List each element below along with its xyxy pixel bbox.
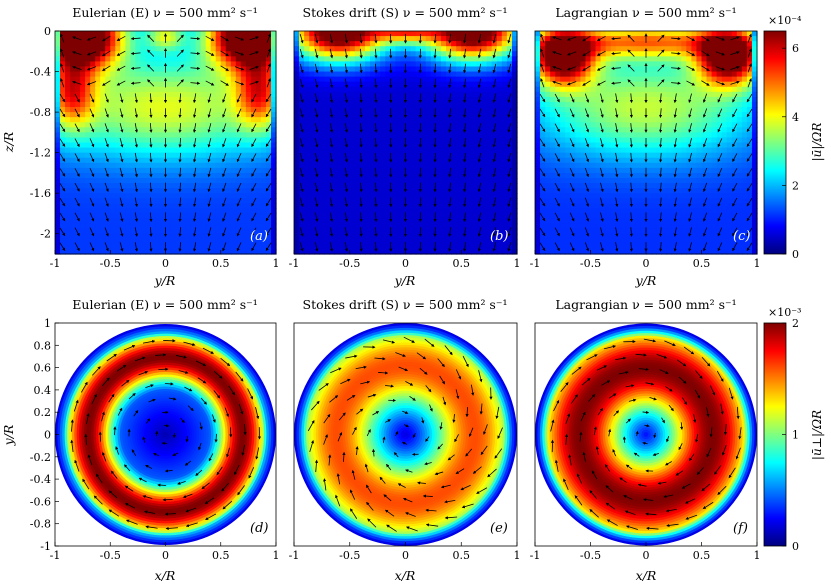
x-tick-label: 1 <box>514 549 521 562</box>
x-tick-label: 1 <box>754 257 761 270</box>
panel-e-title: Stokes drift (S) ν = 500 mm² s⁻¹ <box>303 297 508 312</box>
panel-c-arrows <box>539 33 753 252</box>
x-tick-label: -0.5 <box>100 257 121 270</box>
panel-d-ylabel: y/R <box>1 425 16 447</box>
panel-f-title: Lagrangian ν = 500 mm² s⁻¹ <box>555 297 736 312</box>
x-tick-label: 1 <box>273 549 280 562</box>
panel-a-title: Eulerian (E) ν = 500 mm² s⁻¹ <box>72 5 257 20</box>
y-tick-label: -0.2 <box>30 451 51 464</box>
panel-e-label: (e) <box>490 521 508 536</box>
panel-f-xlabel: x/R <box>636 568 657 583</box>
panel-b-heatmap <box>294 31 518 255</box>
colorbar-bottom-exponent: ×10⁻³ <box>768 306 801 319</box>
x-tick-label: -1 <box>50 549 61 562</box>
x-tick-label: -0.5 <box>339 257 360 270</box>
y-tick-label: 0 <box>44 25 51 38</box>
x-tick-label: -1 <box>289 257 300 270</box>
y-tick-label: 1 <box>44 317 51 330</box>
panel-e-heatmap <box>294 323 517 546</box>
x-tick-label: -0.5 <box>580 257 601 270</box>
panel-f-arrows <box>550 338 742 530</box>
x-tick-label: 1 <box>514 257 521 270</box>
panel-e-arrows <box>307 336 503 532</box>
y-tick-label: 0.6 <box>34 362 52 375</box>
panel-d-heatmap <box>55 324 276 545</box>
y-tick-label: -0.8 <box>30 518 51 531</box>
x-tick-label: 1 <box>754 549 761 562</box>
colorbar-top-bar <box>763 30 787 255</box>
panel-d: Eulerian (E) ν = 500 mm² s⁻¹ (d) x/R y/R <box>1 297 277 583</box>
colorbar-tick-label: 4 <box>792 111 799 124</box>
panel-e-xlabel: x/R <box>395 568 416 583</box>
panel-e: Stokes drift (S) ν = 500 mm² s⁻¹ (e) x/R <box>293 297 518 583</box>
colorbar-tick-label: 1 <box>792 429 799 442</box>
x-tick-label: -1 <box>289 549 300 562</box>
x-tick-label: 0 <box>402 257 409 270</box>
y-tick-label: -1.6 <box>30 187 51 200</box>
colorbar-top-label: |ū|/ΩR <box>810 123 824 162</box>
x-tick-label: 0 <box>643 257 650 270</box>
panel-b-label: (b) <box>490 229 508 244</box>
x-tick-label: 0.5 <box>453 549 471 562</box>
y-tick-label: -0.4 <box>30 473 51 486</box>
x-tick-label: 1 <box>273 257 280 270</box>
panel-b-xlabel: y/R <box>394 273 416 288</box>
colorbar-tick-label: 6 <box>792 42 799 55</box>
colorbar-tick-label: 0 <box>792 540 799 553</box>
colorbar-bottom-label: |ū⊥|/ΩR <box>810 410 824 460</box>
panel-a-arrows <box>59 33 272 252</box>
y-tick-label: 0.4 <box>34 384 52 397</box>
x-tick-label: 0.5 <box>693 257 711 270</box>
x-tick-label: -0.5 <box>339 549 360 562</box>
x-tick-label: -1 <box>530 549 541 562</box>
y-tick-label: -0.4 <box>30 66 51 79</box>
x-tick-label: 0 <box>162 549 169 562</box>
x-tick-label: 0 <box>402 549 409 562</box>
x-tick-label: -1 <box>530 257 541 270</box>
x-tick-label: -1 <box>50 257 61 270</box>
y-tick-label: 0.2 <box>34 406 52 419</box>
panel-f-heatmap <box>535 323 757 546</box>
panel-b-arrows <box>299 33 512 252</box>
y-tick-label: 0 <box>44 429 51 442</box>
colorbar-tick-label: 2 <box>792 317 799 330</box>
x-tick-label: -0.5 <box>100 549 121 562</box>
y-tick-label: -1.2 <box>30 147 51 160</box>
x-tick-label: 0.5 <box>693 549 711 562</box>
panel-b: Stokes drift (S) ν = 500 mm² s⁻¹ (b) y/R <box>293 5 518 288</box>
panel-f-label: (f) <box>733 521 748 536</box>
x-tick-label: 0 <box>643 549 650 562</box>
colorbar-bottom: ×10⁻³ 0 1 2 |ū⊥|/ΩR <box>763 306 824 553</box>
colorbar-tick-label: 2 <box>792 179 799 192</box>
panel-c: Lagrangian ν = 500 mm² s⁻¹ (c) y/R <box>534 5 758 288</box>
colorbar-top: ×10⁻⁴ 0 2 4 6 |ū|/ΩR <box>763 14 824 261</box>
panel-d-arrows <box>70 339 262 531</box>
colorbar-top-exponent: ×10⁻⁴ <box>768 14 802 27</box>
panel-f: Lagrangian ν = 500 mm² s⁻¹ (f) x/R <box>534 297 758 583</box>
y-tick-label: 0.8 <box>34 339 52 352</box>
x-tick-label: 0.5 <box>212 549 230 562</box>
y-tick-label: -0.8 <box>30 106 51 119</box>
panel-c-title: Lagrangian ν = 500 mm² s⁻¹ <box>555 5 736 20</box>
panel-a-ylabel: z/R <box>1 132 16 153</box>
colorbar-tick-label: 0 <box>792 248 799 261</box>
panel-a-xlabel: y/R <box>154 273 176 288</box>
panel-a-label: (a) <box>250 229 268 244</box>
panel-c-xlabel: y/R <box>635 273 657 288</box>
y-tick-label: -0.6 <box>30 495 51 508</box>
x-tick-label: 0 <box>162 257 169 270</box>
y-tick-label: -2 <box>40 228 51 241</box>
x-tick-label: 0.5 <box>212 257 230 270</box>
y-tick-label: -1 <box>40 540 51 553</box>
x-tick-label: 0.5 <box>453 257 471 270</box>
panel-c-label: (c) <box>733 229 750 244</box>
panel-d-label: (d) <box>250 521 268 536</box>
panel-a: Eulerian (E) ν = 500 mm² s⁻¹ (a) y/R z/R <box>1 5 277 288</box>
panel-b-title: Stokes drift (S) ν = 500 mm² s⁻¹ <box>303 5 508 20</box>
x-tick-label: -0.5 <box>580 549 601 562</box>
panel-d-title: Eulerian (E) ν = 500 mm² s⁻¹ <box>72 297 257 312</box>
panel-d-xlabel: x/R <box>155 568 176 583</box>
